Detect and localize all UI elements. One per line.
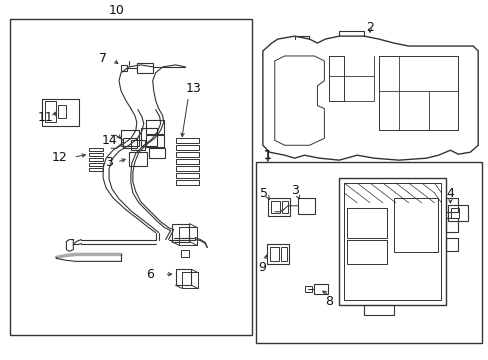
- Bar: [10, 19, 251, 335]
- Bar: [266, 244, 288, 264]
- Bar: [44, 100, 56, 122]
- Bar: [270, 201, 279, 213]
- Bar: [121, 65, 127, 71]
- Bar: [346, 239, 386, 264]
- Bar: [131, 140, 144, 150]
- Bar: [175, 159, 199, 164]
- Text: 4: 4: [446, 188, 453, 201]
- Bar: [89, 153, 103, 156]
- Text: 1: 1: [264, 149, 271, 162]
- Bar: [41, 99, 79, 126]
- Bar: [137, 63, 152, 73]
- Bar: [129, 152, 146, 166]
- Bar: [175, 145, 199, 150]
- Bar: [297, 198, 315, 214]
- Bar: [304, 286, 312, 292]
- Bar: [175, 138, 199, 143]
- Bar: [446, 238, 457, 251]
- Bar: [145, 121, 163, 134]
- Bar: [450, 208, 458, 218]
- Bar: [175, 269, 191, 285]
- Text: 10: 10: [109, 4, 124, 17]
- Bar: [269, 247, 278, 261]
- Bar: [281, 201, 287, 213]
- Bar: [181, 251, 189, 257]
- Bar: [141, 129, 156, 146]
- Bar: [175, 166, 199, 171]
- Bar: [255, 162, 481, 343]
- Bar: [171, 224, 189, 242]
- Text: 1: 1: [264, 149, 271, 162]
- Text: 9: 9: [257, 261, 265, 274]
- Text: 5: 5: [259, 188, 267, 201]
- Bar: [175, 173, 199, 178]
- Text: 3: 3: [105, 156, 113, 168]
- Text: 14: 14: [101, 134, 117, 147]
- Bar: [446, 198, 457, 212]
- Bar: [122, 138, 137, 148]
- Bar: [89, 158, 103, 161]
- Text: 2: 2: [366, 21, 373, 34]
- Text: 12: 12: [51, 151, 67, 164]
- Bar: [344, 183, 441, 300]
- Text: 3: 3: [290, 184, 298, 197]
- Bar: [175, 180, 199, 185]
- Text: 13: 13: [185, 82, 201, 95]
- Bar: [175, 152, 199, 157]
- Text: 6: 6: [145, 268, 153, 281]
- Bar: [447, 205, 468, 221]
- Text: 8: 8: [325, 294, 333, 307]
- Bar: [393, 198, 438, 252]
- Text: 7: 7: [99, 53, 107, 66]
- Bar: [314, 284, 327, 294]
- Text: 11: 11: [38, 111, 53, 124]
- Bar: [121, 130, 139, 146]
- Bar: [89, 148, 103, 151]
- Bar: [59, 105, 66, 118]
- Bar: [446, 218, 457, 231]
- Bar: [339, 178, 446, 305]
- Bar: [267, 198, 289, 216]
- Bar: [280, 247, 286, 261]
- Bar: [89, 168, 103, 171]
- Bar: [364, 305, 393, 315]
- Bar: [148, 148, 164, 158]
- Bar: [145, 135, 163, 147]
- Bar: [346, 208, 386, 238]
- Bar: [89, 163, 103, 166]
